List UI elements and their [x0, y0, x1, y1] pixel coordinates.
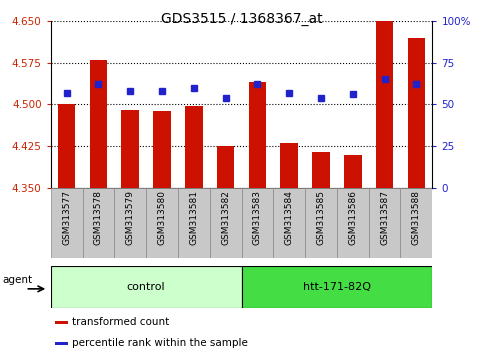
Text: GSM313586: GSM313586: [348, 190, 357, 245]
Bar: [305, 188, 337, 258]
Bar: [178, 188, 210, 258]
Text: transformed count: transformed count: [71, 318, 169, 327]
Text: GSM313584: GSM313584: [284, 190, 294, 245]
Bar: [400, 188, 432, 258]
Bar: [55, 321, 68, 324]
Bar: [344, 155, 362, 188]
Text: GSM313581: GSM313581: [189, 190, 199, 245]
Text: htt-171-82Q: htt-171-82Q: [303, 282, 371, 292]
Bar: [408, 38, 425, 188]
Text: GSM313577: GSM313577: [62, 190, 71, 245]
Bar: [242, 266, 432, 308]
Bar: [376, 21, 393, 188]
Bar: [281, 143, 298, 188]
Bar: [83, 188, 114, 258]
Text: GSM313587: GSM313587: [380, 190, 389, 245]
Bar: [146, 188, 178, 258]
Bar: [312, 152, 330, 188]
Bar: [51, 188, 83, 258]
Text: GSM313583: GSM313583: [253, 190, 262, 245]
Text: GSM313585: GSM313585: [316, 190, 326, 245]
Bar: [273, 188, 305, 258]
Bar: [90, 60, 107, 188]
Bar: [337, 188, 369, 258]
Text: GDS3515 / 1368367_at: GDS3515 / 1368367_at: [161, 12, 322, 27]
Bar: [210, 188, 242, 258]
Bar: [121, 110, 139, 188]
Text: GSM313582: GSM313582: [221, 190, 230, 245]
Bar: [249, 82, 266, 188]
Text: GSM313580: GSM313580: [157, 190, 167, 245]
Bar: [58, 104, 75, 188]
Bar: [217, 146, 234, 188]
Text: GSM313588: GSM313588: [412, 190, 421, 245]
Bar: [55, 342, 68, 345]
Bar: [153, 111, 171, 188]
Text: control: control: [127, 282, 165, 292]
Bar: [185, 105, 202, 188]
Bar: [51, 266, 242, 308]
Text: GSM313579: GSM313579: [126, 190, 135, 245]
Bar: [242, 188, 273, 258]
Bar: [114, 188, 146, 258]
Text: agent: agent: [2, 275, 33, 285]
Text: GSM313578: GSM313578: [94, 190, 103, 245]
Text: percentile rank within the sample: percentile rank within the sample: [71, 338, 248, 348]
Bar: [369, 188, 400, 258]
